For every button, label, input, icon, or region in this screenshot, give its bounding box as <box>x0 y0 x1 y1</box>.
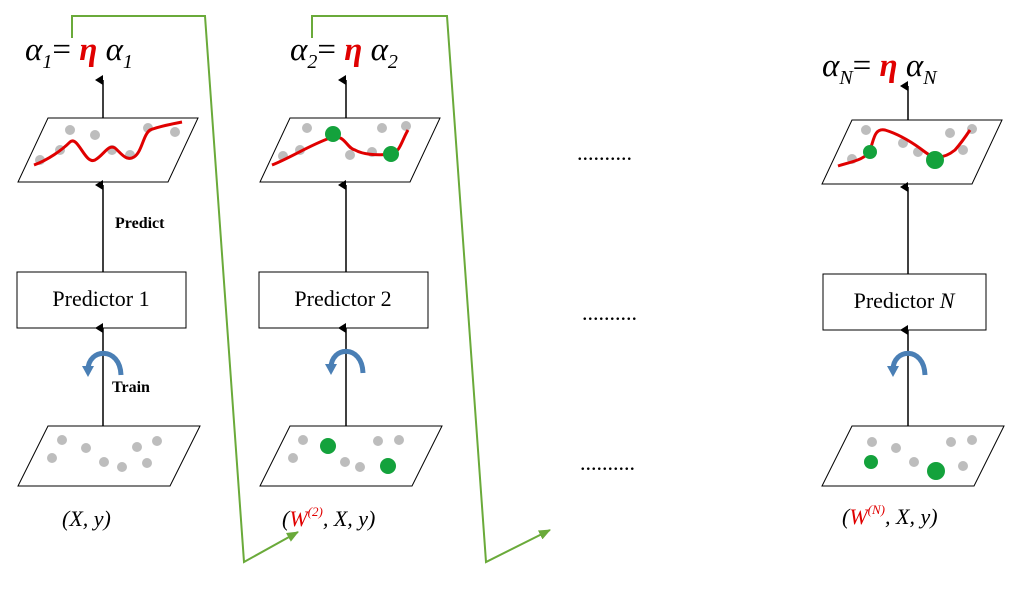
predictor-label-2: Predictor 2 <box>294 286 391 311</box>
data-points-n <box>867 435 977 471</box>
weighted-data-points-n <box>864 455 945 480</box>
predictor-box-1 <box>16 271 187 329</box>
predict-label: Predict <box>115 215 165 232</box>
column-n: αN= η αN Predictor N (W(N), <box>821 48 1005 529</box>
train-label: Train <box>112 379 150 396</box>
prediction-points-n <box>847 124 977 164</box>
data-points-1 <box>47 435 162 472</box>
data-points-2 <box>288 435 404 472</box>
predictor-label-1: Predictor 1 <box>52 286 149 311</box>
data-plane-n <box>821 425 1005 487</box>
weighted-data-points-2 <box>320 438 396 474</box>
train-curve-arrow-n <box>890 350 928 376</box>
flow-line-2-to-next <box>311 15 551 564</box>
train-curve-arrow-1 <box>85 350 124 376</box>
alpha-update-2: α2= η α2 <box>290 32 398 73</box>
data-label-1: (X, y) <box>62 506 111 531</box>
prediction-points-2 <box>278 121 411 161</box>
column-2: α2= η α2 Predictor 2 (W(2), <box>258 32 443 531</box>
weighted-points-2 <box>325 126 399 162</box>
train-curve-arrowhead-n <box>887 366 899 377</box>
data-plane-2 <box>259 425 443 487</box>
alpha-update-n: αN= η αN <box>822 48 938 89</box>
train-curve-arrowhead-2 <box>325 364 337 375</box>
weighted-points-n <box>863 145 944 169</box>
data-label-2: (W(2), X, y) <box>282 504 375 531</box>
data-plane-1 <box>17 425 201 487</box>
predictor-box-n <box>822 273 987 331</box>
data-label-n: (W(N), X, y) <box>842 502 938 529</box>
ellipsis-top: .......... <box>577 140 632 165</box>
fit-curve-1 <box>33 120 183 167</box>
column-1: α1= η α1 Predict Predictor 1 Train (X <box>16 32 201 531</box>
alpha-update-1: α1= η α1 <box>25 32 133 73</box>
train-curve-arrowhead-1 <box>82 366 94 377</box>
predictor-box-2 <box>258 271 429 329</box>
predictor-label-n: Predictor N <box>854 288 956 313</box>
flow-line-1-to-2 <box>71 15 299 564</box>
ellipsis-bottom: .......... <box>580 450 635 475</box>
prediction-plane-n <box>821 119 1003 185</box>
train-curve-arrow-2 <box>328 348 366 374</box>
ellipsis-middle: .......... <box>582 300 637 325</box>
